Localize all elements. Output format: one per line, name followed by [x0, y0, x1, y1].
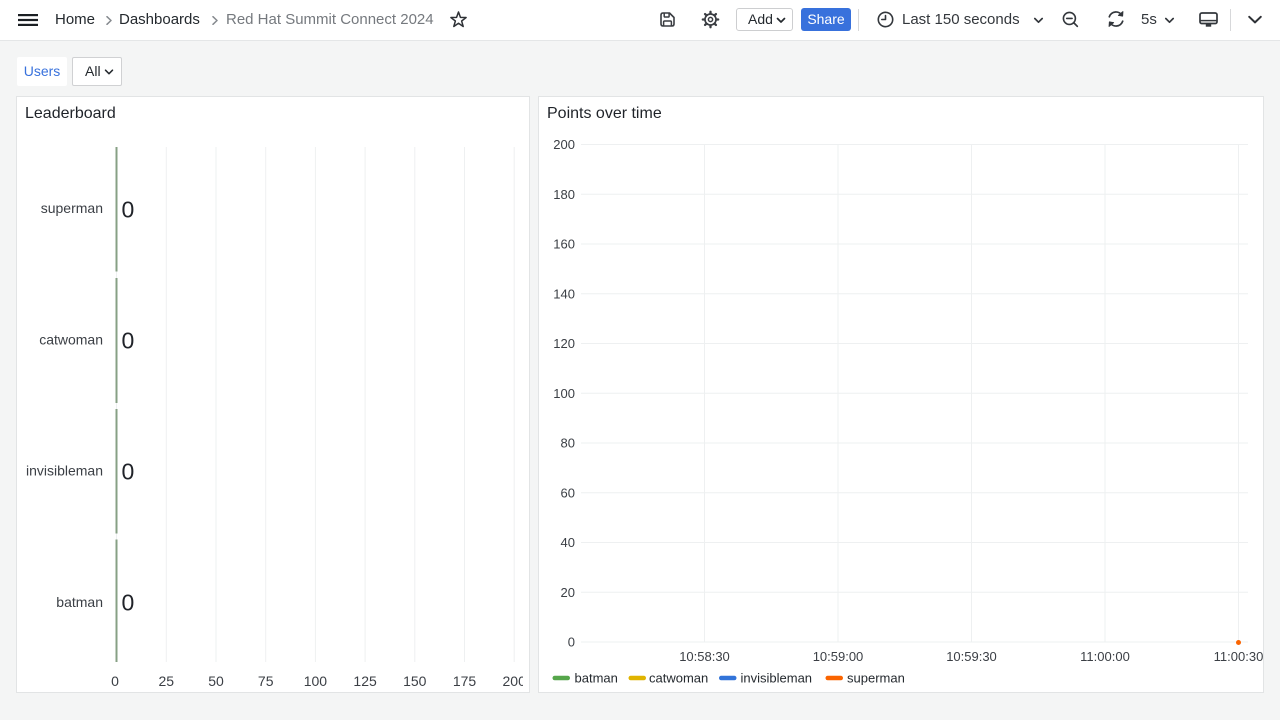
svg-text:superman: superman: [847, 671, 905, 686]
svg-text:batman: batman: [56, 594, 103, 610]
svg-text:0: 0: [122, 590, 135, 616]
svg-text:50: 50: [208, 673, 224, 689]
svg-text:60: 60: [561, 485, 575, 500]
svg-text:0: 0: [122, 459, 135, 485]
svg-text:0: 0: [111, 673, 119, 689]
svg-text:150: 150: [403, 673, 427, 689]
svg-text:180: 180: [553, 187, 575, 202]
svg-text:80: 80: [561, 436, 575, 451]
svg-text:10:58:30: 10:58:30: [679, 649, 730, 664]
svg-text:catwoman: catwoman: [649, 671, 708, 686]
svg-text:10:59:30: 10:59:30: [946, 649, 997, 664]
svg-text:0: 0: [568, 635, 575, 650]
svg-text:200: 200: [503, 673, 523, 689]
svg-text:125: 125: [353, 673, 377, 689]
svg-text:200: 200: [553, 137, 575, 152]
svg-text:0: 0: [122, 197, 135, 223]
svg-text:175: 175: [453, 673, 477, 689]
svg-text:140: 140: [553, 286, 575, 301]
svg-text:invisibleman: invisibleman: [741, 671, 813, 686]
svg-text:100: 100: [553, 386, 575, 401]
svg-text:0: 0: [122, 328, 135, 354]
svg-text:11:00:30: 11:00:30: [1214, 649, 1263, 664]
svg-text:120: 120: [553, 336, 575, 351]
svg-text:superman: superman: [41, 200, 103, 216]
svg-text:20: 20: [561, 585, 575, 600]
svg-text:10:59:00: 10:59:00: [813, 649, 864, 664]
svg-text:160: 160: [553, 237, 575, 252]
svg-text:invisibleman: invisibleman: [26, 463, 103, 479]
svg-text:batman: batman: [575, 671, 618, 686]
svg-text:75: 75: [258, 673, 274, 689]
svg-text:11:00:00: 11:00:00: [1080, 649, 1130, 664]
svg-text:25: 25: [159, 673, 175, 689]
svg-text:catwoman: catwoman: [39, 332, 103, 348]
svg-text:40: 40: [561, 535, 575, 550]
svg-text:100: 100: [304, 673, 328, 689]
